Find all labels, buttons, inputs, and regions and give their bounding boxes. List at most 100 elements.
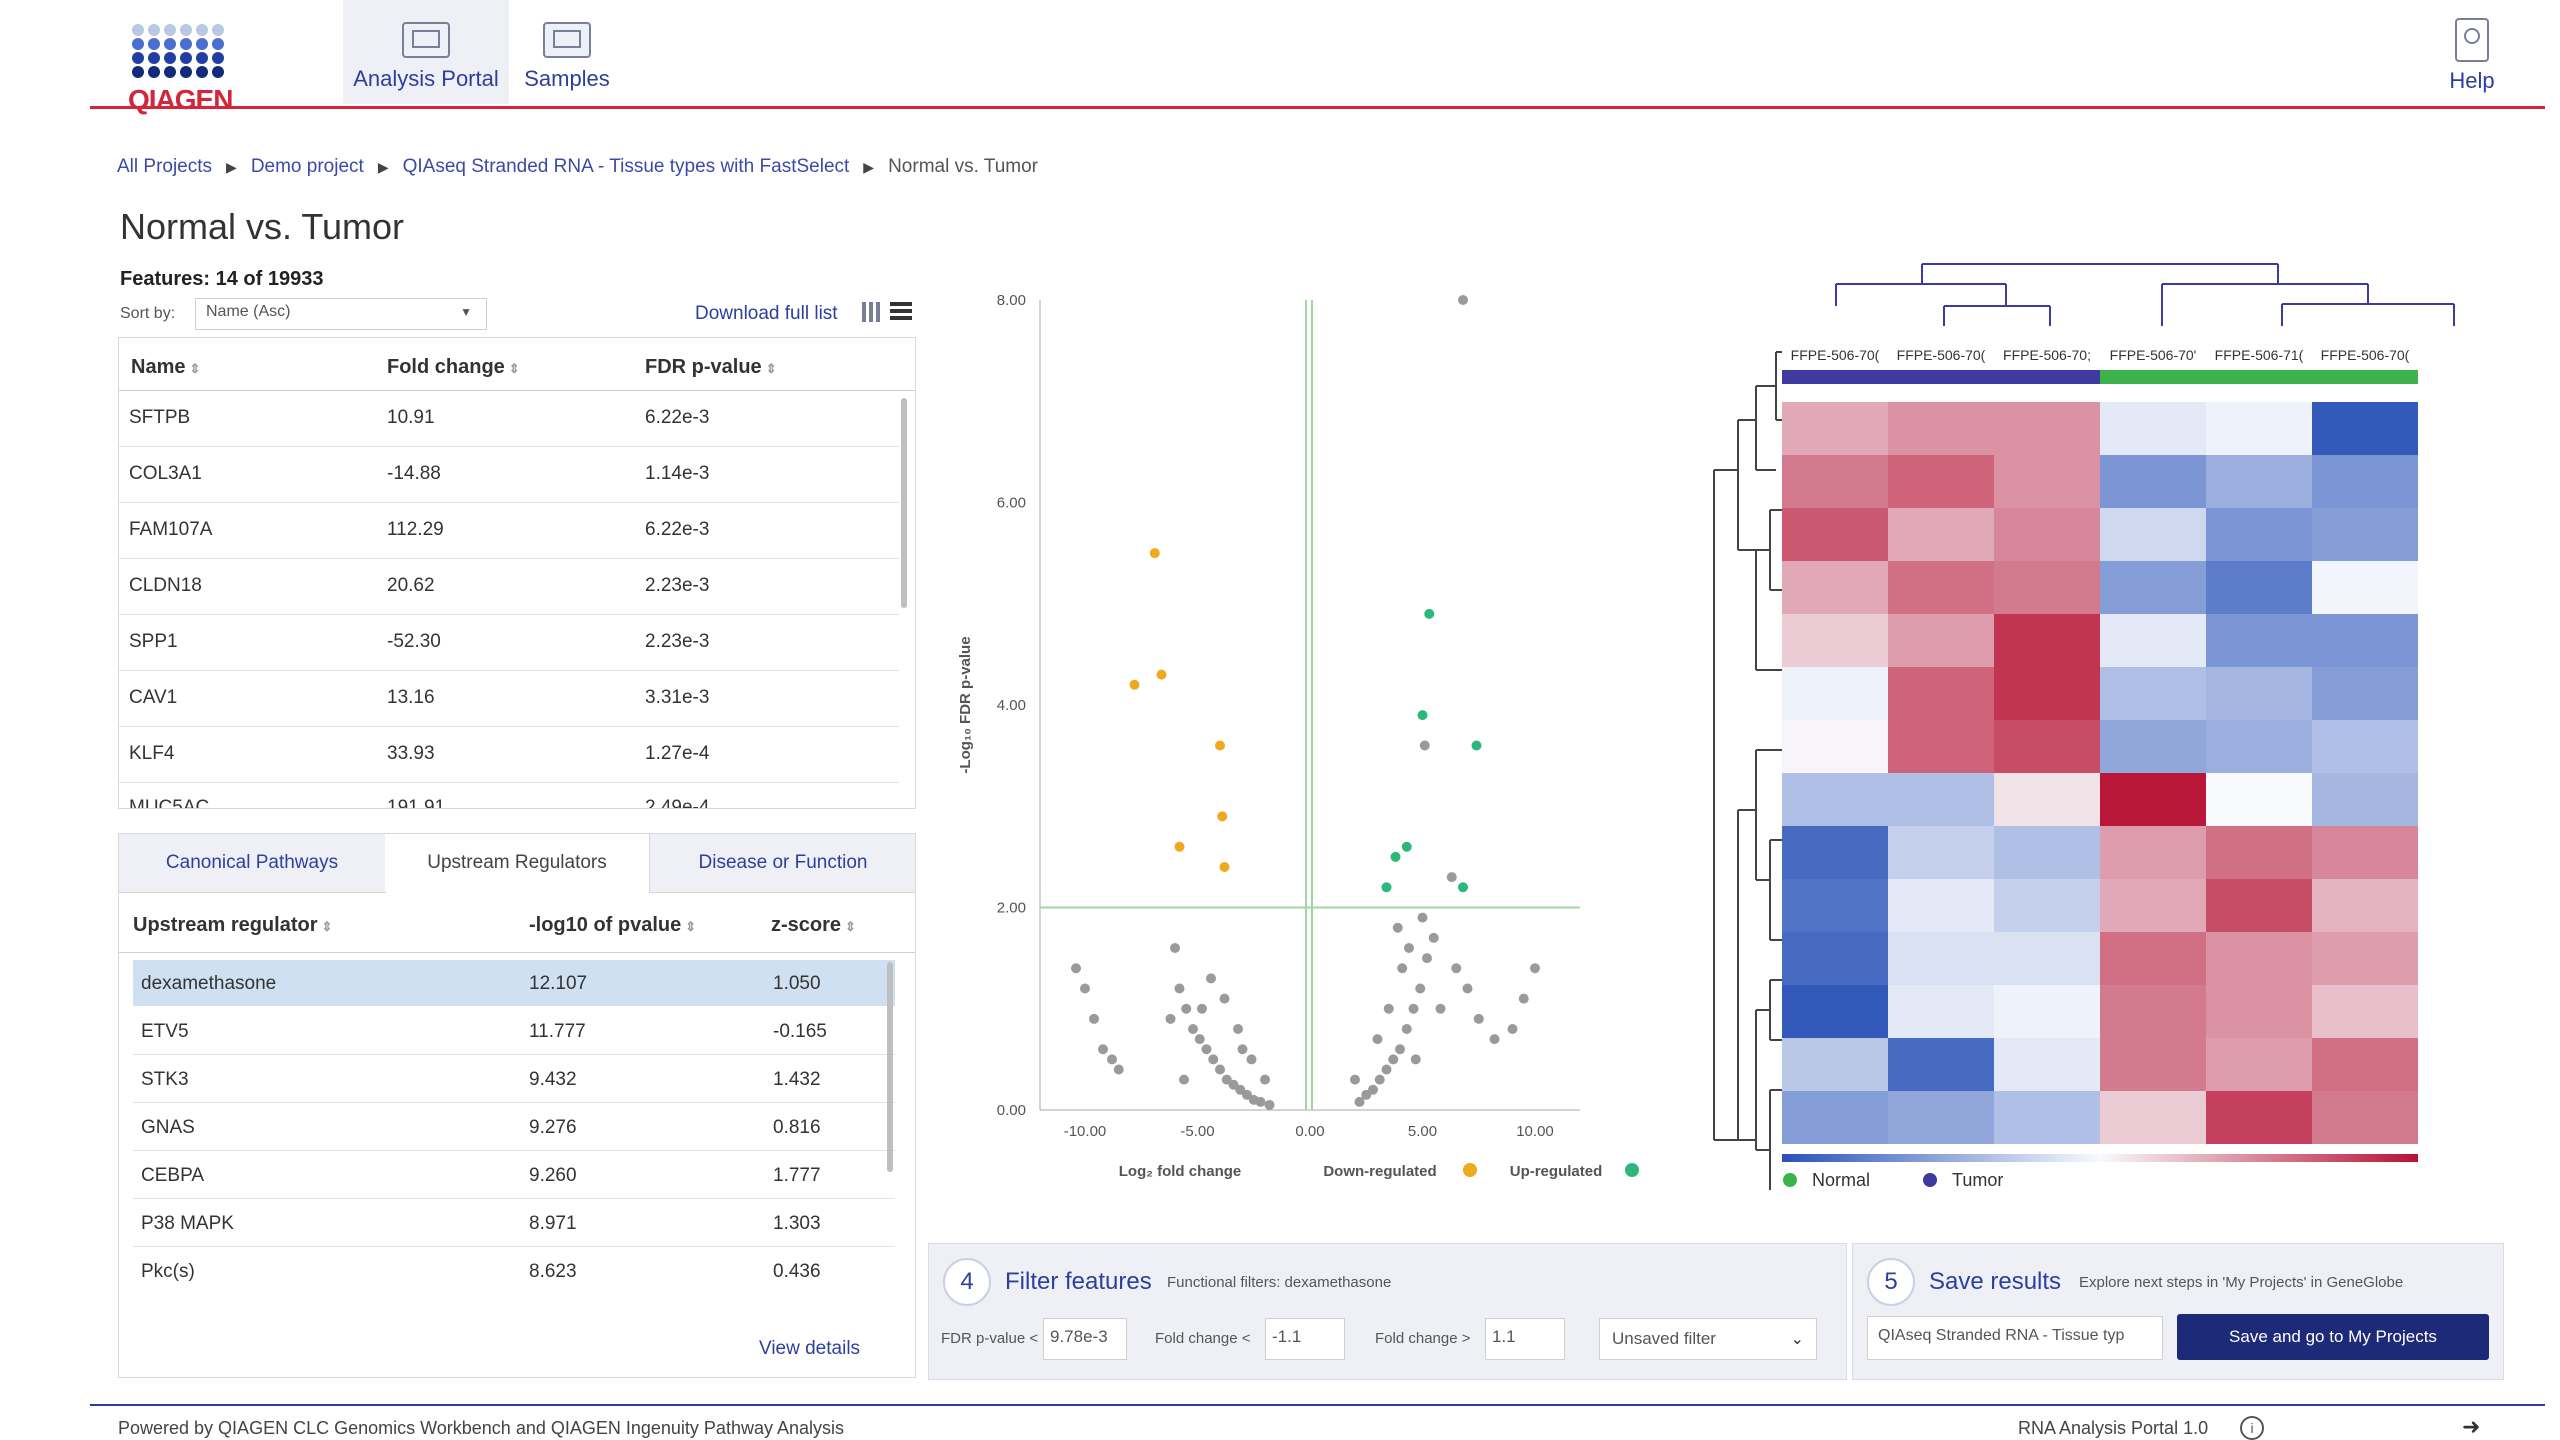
volcano-point [1530, 963, 1540, 974]
heatmap-cell [1888, 614, 1994, 667]
table-row[interactable]: STK3 9.432 1.432 [133, 1056, 895, 1103]
col-pvalue-header[interactable]: -log10 of pvalue ⇕ [529, 914, 697, 936]
table-row[interactable]: CLDN18 20.62 2.23e-3 [119, 559, 899, 614]
breadcrumb-all-projects[interactable]: All Projects [117, 156, 213, 177]
table-row[interactable]: FAM107A 112.29 6.22e-3 [119, 503, 899, 558]
breadcrumb-project[interactable]: QIAseq Stranded RNA - Tissue types with … [402, 156, 850, 177]
table-row[interactable]: ETV5 11.777 -0.165 [133, 1008, 895, 1055]
volcano-point [1089, 1013, 1099, 1024]
list-view-icon[interactable] [890, 302, 912, 322]
heatmap-cell [1782, 826, 1888, 879]
sort-icon: ⇕ [685, 919, 697, 934]
page-title: Normal vs. Tumor [120, 206, 405, 247]
heatmap-group-cell [2206, 370, 2312, 384]
cell-name: CLDN18 [129, 575, 202, 596]
table-row[interactable]: CEBPA 9.260 1.777 [133, 1152, 895, 1199]
col-regulator-header[interactable]: Upstream regulator ⇕ [133, 914, 333, 936]
cell-fdr: 2.49e-4 [645, 797, 710, 809]
breadcrumb: All Projects ▶ Demo project ▶ QIAseq Strande… [117, 156, 1038, 178]
volcano-point [1397, 963, 1408, 974]
fold-change-lt-input[interactable]: -1.1 [1265, 1318, 1345, 1360]
heatmap-cell [2100, 879, 2206, 932]
legend-down-marker [1463, 1163, 1477, 1177]
grid-view-icon[interactable] [862, 302, 882, 322]
sort-icon: ⇕ [321, 919, 333, 934]
legend-normal-marker [1783, 1173, 1797, 1187]
result-name-input[interactable]: QIAseq Stranded RNA - Tissue typ [1867, 1316, 2163, 1360]
cell-fold-change: 112.29 [387, 519, 444, 540]
volcano-point [1417, 912, 1428, 923]
cell-regulator: CEBPA [141, 1165, 205, 1186]
cell-zscore: 1.777 [773, 1165, 821, 1186]
saved-filter-select[interactable]: Unsaved filter ⌄ [1599, 1318, 1817, 1360]
volcano-point [1255, 1096, 1266, 1107]
tab-disease-or-function[interactable]: Disease or Function [649, 834, 915, 893]
footer-powered-by: Powered by QIAGEN CLC Genomics Workbench… [118, 1418, 844, 1438]
table-row[interactable]: SPP1 -52.30 2.23e-3 [119, 615, 899, 670]
breadcrumb-current: Normal vs. Tumor [888, 156, 1038, 177]
heatmap-cell [2100, 773, 2206, 826]
table-row[interactable]: COL3A1 -14.88 1.14e-3 [119, 447, 899, 502]
table-row[interactable]: Pkc(s) 8.623 0.436 [133, 1248, 895, 1294]
heatmap-cell [1994, 561, 2100, 614]
heatmap-cell [1782, 879, 1888, 932]
heatmap-cell [1888, 932, 1994, 985]
header-divider [119, 390, 915, 391]
volcano-point [1446, 872, 1457, 883]
volcano-plot: 0.00 2.00 4.00 6.00 8.00 -10.00 -5.00 0.00 5.00 1… [957, 292, 1639, 1180]
legend-tumor-label: Tumor [1952, 1170, 2003, 1190]
col-zscore-header[interactable]: z-score ⇕ [771, 914, 856, 936]
fold-change-gt-input[interactable]: 1.1 [1485, 1318, 1565, 1360]
info-icon[interactable]: i [2240, 1416, 2264, 1440]
chevron-right-icon: ▶ [863, 159, 875, 175]
chevron-down-icon: ⌄ [1790, 1331, 1804, 1348]
cell-fdr: 2.23e-3 [645, 631, 710, 652]
heatmap-cell [2100, 932, 2206, 985]
qiagen-logo[interactable]: QIAGEN [128, 22, 250, 115]
volcano-point [1471, 740, 1482, 751]
fdr-input[interactable]: 9.78e-3 [1043, 1318, 1127, 1360]
cell-zscore: 1.050 [773, 973, 821, 994]
help-button[interactable]: Help [2432, 0, 2512, 104]
col-name-header[interactable]: Name ⇕ [131, 356, 201, 378]
table-row[interactable]: CAV1 13.16 3.31e-3 [119, 671, 899, 726]
help-icon [2455, 18, 2489, 62]
breadcrumb-demo-project[interactable]: Demo project [250, 156, 364, 177]
table-row[interactable]: SFTPB 10.91 6.22e-3 [119, 391, 899, 446]
tab-upstream-regulators[interactable]: Upstream Regulators [385, 834, 649, 892]
sort-select[interactable]: Name (Asc) ▼ [195, 298, 487, 330]
nav-label: Samples [524, 66, 610, 91]
cell-regulator: Pkc(s) [141, 1261, 195, 1282]
save-and-go-button[interactable]: Save and go to My Projects [2177, 1314, 2489, 1360]
table-row[interactable]: KLF4 33.93 1.27e-4 [119, 727, 899, 782]
x-tick-label: 10.00 [1516, 1123, 1554, 1140]
volcano-point [1188, 1024, 1198, 1034]
heatmap-column-label: FFPE-506-70; [2003, 347, 2091, 363]
tab-canonical-pathways[interactable]: Canonical Pathways [119, 834, 386, 893]
download-full-list-link[interactable]: Download full list [695, 303, 838, 324]
logout-icon[interactable]: ➜ [2462, 1414, 2481, 1439]
table-row-selected[interactable]: dexamethasone 12.107 1.050 [133, 960, 895, 1006]
cell-zscore: 0.816 [773, 1117, 821, 1138]
cell-fold-change: 20.62 [387, 575, 435, 596]
features-scrollbar[interactable] [901, 398, 907, 608]
table-row[interactable]: GNAS 9.276 0.816 [133, 1104, 895, 1151]
cell-name: CAV1 [129, 687, 178, 708]
col-fold-change-header[interactable]: Fold change ⇕ [387, 356, 520, 378]
heatmap-cell [2312, 1038, 2418, 1091]
chevron-right-icon: ▶ [377, 159, 389, 175]
heatmap-cell [2312, 508, 2418, 561]
pathways-scrollbar[interactable] [887, 962, 893, 1172]
table-row[interactable]: P38 MAPK 8.971 1.303 [133, 1200, 895, 1247]
nav-analysis-portal[interactable]: Analysis Portal [343, 0, 509, 104]
view-details-link[interactable]: View details [759, 1338, 861, 1359]
volcano-point [1390, 851, 1401, 862]
x-tick-label: -10.00 [1064, 1123, 1107, 1140]
save-title: Save results [1929, 1268, 2062, 1295]
col-fdr-header[interactable]: FDR p-value ⇕ [645, 356, 777, 378]
table-row[interactable]: MUC5AC 191.91 2.49e-4 [119, 783, 899, 809]
heatmap-cell [1994, 1038, 2100, 1091]
volcano-point [1419, 740, 1430, 751]
nav-samples[interactable]: Samples [512, 0, 622, 104]
heatmap-cell [1994, 826, 2100, 879]
